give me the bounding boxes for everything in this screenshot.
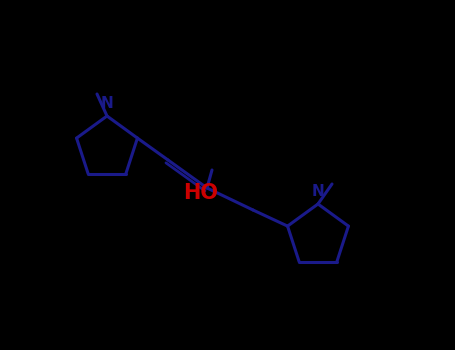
Text: N: N bbox=[312, 184, 324, 199]
Text: HO: HO bbox=[183, 183, 218, 203]
Text: N: N bbox=[101, 96, 113, 111]
